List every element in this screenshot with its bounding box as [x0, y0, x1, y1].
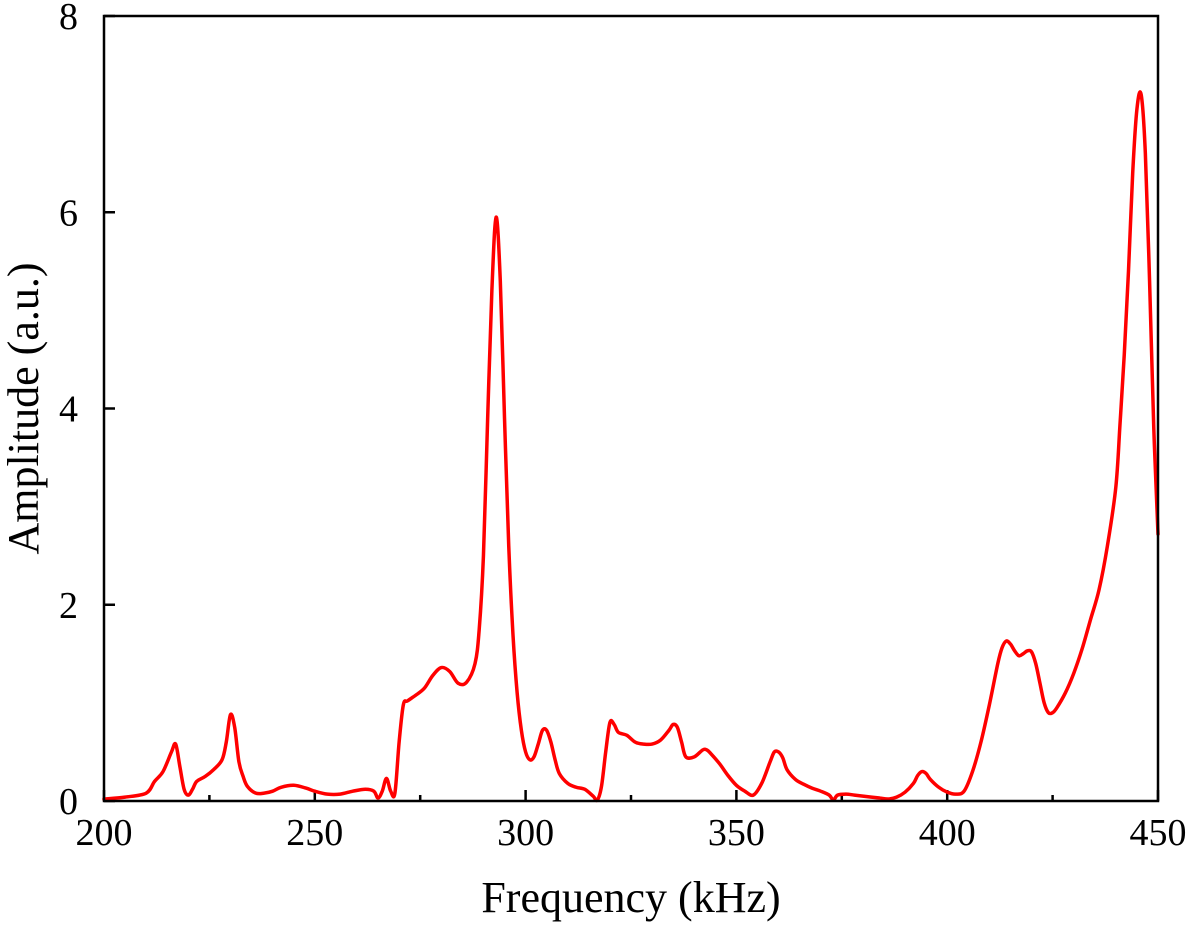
x-tick-label: 250: [286, 812, 343, 854]
x-axis-ticks: 200 250 300 350 400 450: [76, 790, 1187, 854]
y-axis-ticks: 0 2 4 6 8: [59, 0, 115, 823]
y-tick-label: 8: [59, 0, 78, 38]
x-tick-label: 300: [497, 812, 554, 854]
x-tick-label: 450: [1130, 812, 1187, 854]
x-tick-label: 400: [919, 812, 976, 854]
x-axis-title: Frequency (kHz): [481, 873, 780, 922]
y-tick-label: 0: [59, 781, 78, 823]
series-layer: [102, 90, 1160, 803]
y-tick-label: 4: [59, 389, 78, 431]
y-axis-title: Amplitude (a.u.): [0, 262, 48, 554]
plot-frame: [102, 14, 1160, 803]
amplitude-series-line: [102, 90, 1160, 803]
y-tick-label: 2: [59, 585, 78, 627]
x-tick-label: 350: [708, 812, 765, 854]
x-tick-label: 200: [76, 812, 133, 854]
y-tick-label: 6: [59, 192, 78, 234]
